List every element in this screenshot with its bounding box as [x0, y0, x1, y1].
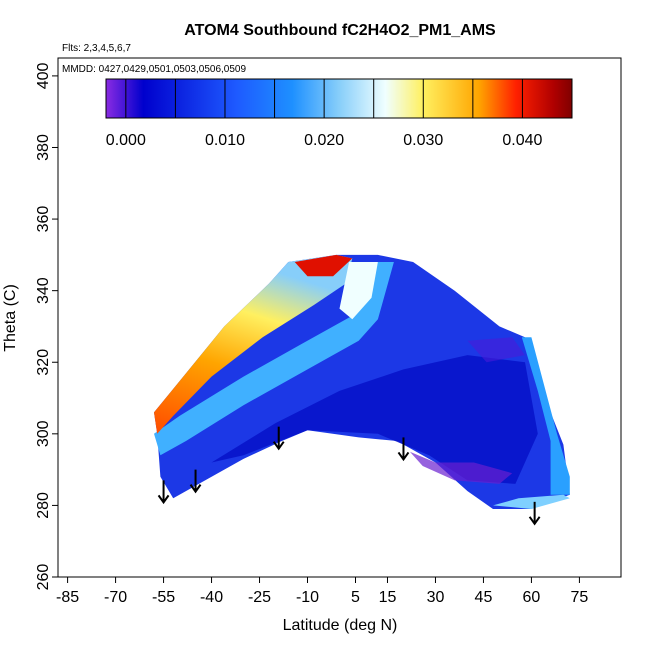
x-tick-label: 5 — [351, 589, 360, 606]
colorbar-swatch — [105, 78, 573, 119]
y-tick-label: 400 — [35, 62, 52, 89]
dates-annotation: MMDD: 0427,0429,0501,0503,0506,0509 — [62, 64, 246, 75]
field-band-warm — [154, 254, 353, 434]
x-tick-label: 75 — [571, 589, 589, 606]
field-patch — [467, 337, 525, 363]
flights-annotation: Flts: 2,3,4,5,6,7 — [62, 43, 131, 54]
x-tick-label: -40 — [200, 589, 223, 606]
x-axis-label: Latitude (deg N) — [283, 617, 398, 634]
arrow-marker — [528, 501, 541, 526]
field-edge-bottom — [493, 494, 570, 509]
y-tick-label: 360 — [35, 206, 52, 233]
arrow-marker — [189, 469, 202, 494]
x-tick-label: -10 — [296, 589, 319, 606]
x-tick-label: -55 — [152, 589, 175, 606]
plot-frame — [57, 57, 622, 578]
colorbar-tick-label: 0.020 — [304, 132, 344, 149]
y-tick-label: 380 — [35, 134, 52, 161]
field-band-white — [339, 262, 378, 320]
y-axis: 260 280 300 320 340 360 380 400 — [35, 62, 58, 590]
field-band-blue — [154, 262, 394, 456]
colorbar-tick-label: 0.000 — [106, 132, 146, 149]
x-tick-label: -70 — [104, 589, 127, 606]
y-tick-label: 340 — [35, 277, 52, 304]
x-tick-label: -25 — [248, 589, 271, 606]
y-tick-label: 280 — [35, 492, 52, 519]
chart-title: ATOM4 Southbound fC2H4O2_PM1_AMS — [184, 22, 496, 39]
colorbar-tick-label: 0.010 — [205, 132, 245, 149]
colorbar-tick-label: 0.040 — [502, 132, 542, 149]
y-tick-label: 300 — [35, 420, 52, 447]
colorbar-tick-label: 0.030 — [403, 132, 443, 149]
x-tick-label: 30 — [427, 589, 445, 606]
y-axis-label: Theta (C) — [2, 284, 19, 352]
arrow-marker — [397, 437, 410, 462]
y-tick-label: 320 — [35, 349, 52, 376]
x-tick-label: 60 — [523, 589, 541, 606]
x-axis: -85 -70 -55 -40 -25 -10 5 15 30 45 60 75 — [56, 577, 588, 606]
field-core — [211, 355, 538, 484]
x-tick-label: 45 — [475, 589, 493, 606]
heatmap-field — [154, 254, 570, 509]
arrow-marker — [272, 426, 285, 451]
y-tick-label: 260 — [35, 564, 52, 591]
x-tick-label: -85 — [56, 589, 79, 606]
field-band-red — [294, 254, 353, 277]
field-edge-right — [521, 337, 570, 495]
arrow-marker — [157, 480, 170, 505]
x-tick-label: 15 — [379, 589, 397, 606]
field-patch — [409, 451, 513, 484]
arrows — [157, 426, 541, 526]
colorbar: 0.000 0.010 0.020 0.030 0.040 — [105, 78, 573, 149]
